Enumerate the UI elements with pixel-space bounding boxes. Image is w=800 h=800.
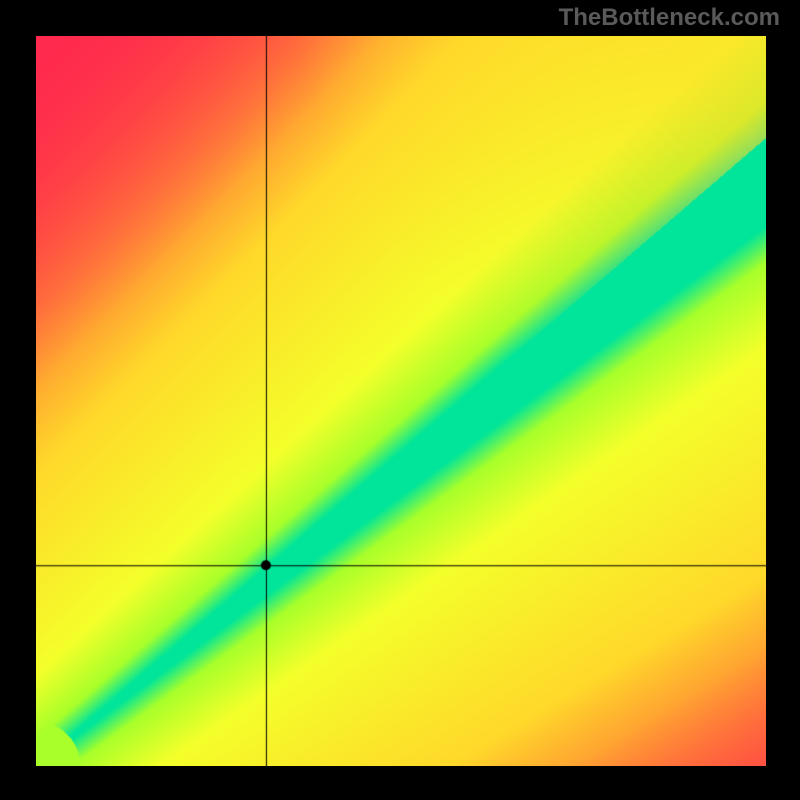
heatmap-plot (36, 36, 766, 766)
watermark: TheBottleneck.com (559, 4, 780, 32)
heatmap-canvas (36, 36, 766, 766)
chart-container: TheBottleneck.com (0, 0, 800, 800)
